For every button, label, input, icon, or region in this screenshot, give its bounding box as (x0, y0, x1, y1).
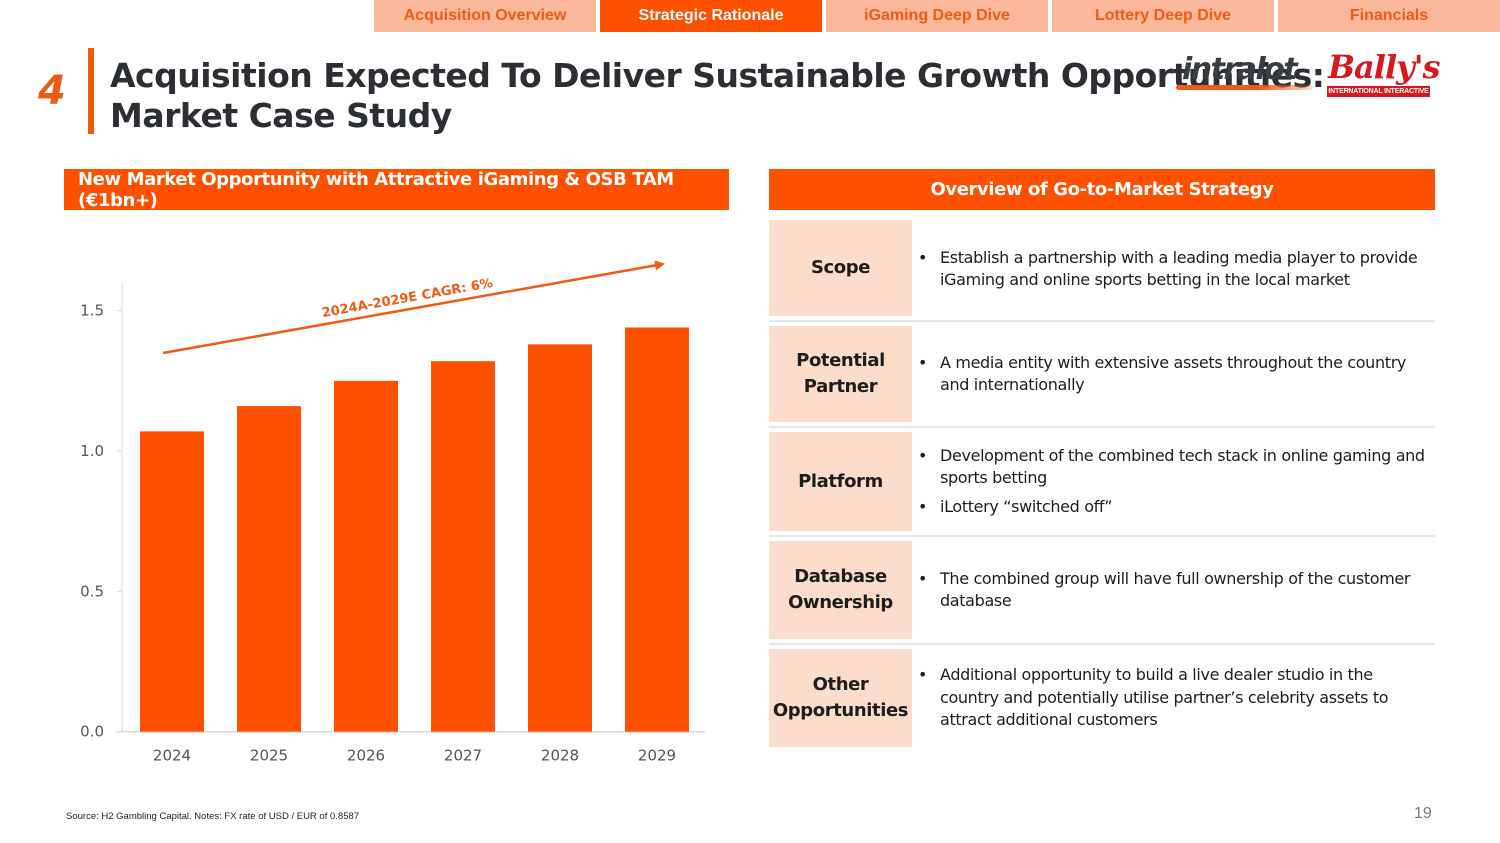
source-footnote: Source: H2 Gambling Capital. Notes: FX r… (66, 811, 360, 822)
y-tick-label: 0.5 (80, 582, 104, 600)
cagr-arrow (162, 260, 665, 355)
ballys-tagline: INTERNATIONAL INTERACTIVE (1327, 86, 1430, 97)
y-tick-label: 0.0 (80, 723, 104, 741)
row-body: • Development of the combined tech stack … (912, 432, 1435, 531)
row-label: Scope (769, 220, 912, 316)
page-title-line-1: Acquisition Expected To Deliver Sustaina… (110, 56, 1325, 95)
bullet-text: Additional opportunity to build a live d… (940, 665, 1389, 730)
x-tick-label: 2028 (541, 747, 579, 765)
row-label: Potential Partner (769, 326, 912, 422)
y-tick-label: 1.5 (80, 302, 104, 320)
page-title: Acquisition Expected To Deliver Sustaina… (110, 56, 1325, 136)
tab-igaming-deep-dive[interactable]: iGaming Deep Dive (826, 0, 1048, 32)
strategy-table: Scope • Establish a partnership with a le… (769, 220, 1435, 747)
intralot-wordmark: intralot (1182, 52, 1298, 87)
x-tick-label: 2029 (638, 747, 676, 765)
market-opportunity-header: New Market Opportunity with Attractive i… (64, 169, 729, 211)
row-body: • A media entity with extensive assets th… (912, 326, 1435, 422)
bullet-text: iLottery “switched off” (940, 496, 1113, 516)
strategy-row-scope: Scope • Establish a partnership with a le… (769, 220, 1435, 322)
bullet-icon: • (918, 568, 928, 588)
bullet-item: • The combined group will have full owner… (918, 568, 1435, 613)
intralot-swoosh-icon (1176, 85, 1312, 90)
bar-2025 (237, 406, 301, 732)
bullet-item: • Additional opportunity to build a live … (918, 664, 1435, 732)
x-tick-label: 2025 (250, 747, 288, 765)
row-label: Platform (769, 432, 912, 531)
intralot-logo: intralot (1176, 52, 1316, 94)
x-tick-label: 2024 (153, 747, 191, 765)
row-label: Other Opportunities (769, 649, 912, 747)
section-nav: Acquisition Overview Strategic Rationale… (374, 0, 1500, 32)
ballys-wordmark: Bally's (1328, 48, 1440, 86)
bullet-item: • Development of the combined tech stack … (918, 445, 1435, 490)
row-body: • The combined group will have full owner… (912, 541, 1435, 639)
bullet-text: Development of the combined tech stack i… (940, 445, 1425, 488)
bullet-text: The combined group will have full owners… (940, 568, 1411, 611)
bullet-icon: • (918, 352, 928, 372)
bullet-text: A media entity with extensive assets thr… (940, 352, 1407, 395)
strategy-row-platform: Platform • Development of the combined te… (769, 432, 1435, 537)
x-tick-label: 2027 (444, 747, 482, 765)
ballys-logo: Bally's INTERNATIONAL INTERACTIVE (1324, 48, 1440, 100)
bullet-icon: • (918, 496, 928, 516)
tab-acquisition-overview[interactable]: Acquisition Overview (374, 0, 596, 32)
bullet-icon: • (918, 445, 928, 465)
section-number: 4 (38, 68, 66, 114)
row-body: • Establish a partnership with a leading … (912, 220, 1435, 316)
row-label: Database Ownership (769, 541, 912, 639)
y-axis-ticks: 0.0 0.5 1.0 1.5 (80, 302, 122, 741)
tab-lottery-deep-dive[interactable]: Lottery Deep Dive (1052, 0, 1274, 32)
y-tick-label: 1.0 (80, 442, 104, 460)
strategy-row-other-opportunities: Other Opportunities • Additional opportuni… (769, 649, 1435, 747)
tam-bar-chart: 0.0 0.5 1.0 1.5 2024 2025 2026 2027 2028 2029 20… (80, 260, 705, 765)
bullet-text: Establish a partnership with a leading m… (940, 247, 1418, 290)
row-body: • Additional opportunity to build a live … (912, 649, 1435, 747)
page-title-line-2: Market Case Study (110, 96, 452, 135)
tab-financials[interactable]: Financials (1278, 0, 1500, 32)
bar-2029 (625, 327, 689, 732)
bar-2028 (528, 344, 592, 732)
strategy-row-database-ownership: Database Ownership • The combined group wi… (769, 541, 1435, 645)
bullet-item: • Establish a partnership with a leading … (918, 247, 1435, 292)
bar-2026 (334, 380, 398, 732)
strategy-row-potential-partner: Potential Partner • A media entity with ex… (769, 326, 1435, 428)
bar-2024 (140, 431, 204, 732)
bullet-icon: • (918, 247, 928, 267)
bullet-item: • iLottery “switched off” (918, 496, 1435, 519)
page-number: 19 (1414, 805, 1432, 822)
x-axis-labels: 2024 2025 2026 2027 2028 2029 (153, 747, 676, 765)
bullet-icon: • (918, 665, 928, 685)
bullet-item: • A media entity with extensive assets th… (918, 352, 1435, 397)
tab-strategic-rationale[interactable]: Strategic Rationale (600, 0, 822, 32)
x-tick-label: 2026 (347, 747, 385, 765)
title-divider (88, 48, 94, 134)
bar-2027 (431, 361, 495, 732)
bars (140, 327, 689, 732)
go-to-market-header: Overview of Go-to-Market Strategy (769, 169, 1435, 210)
